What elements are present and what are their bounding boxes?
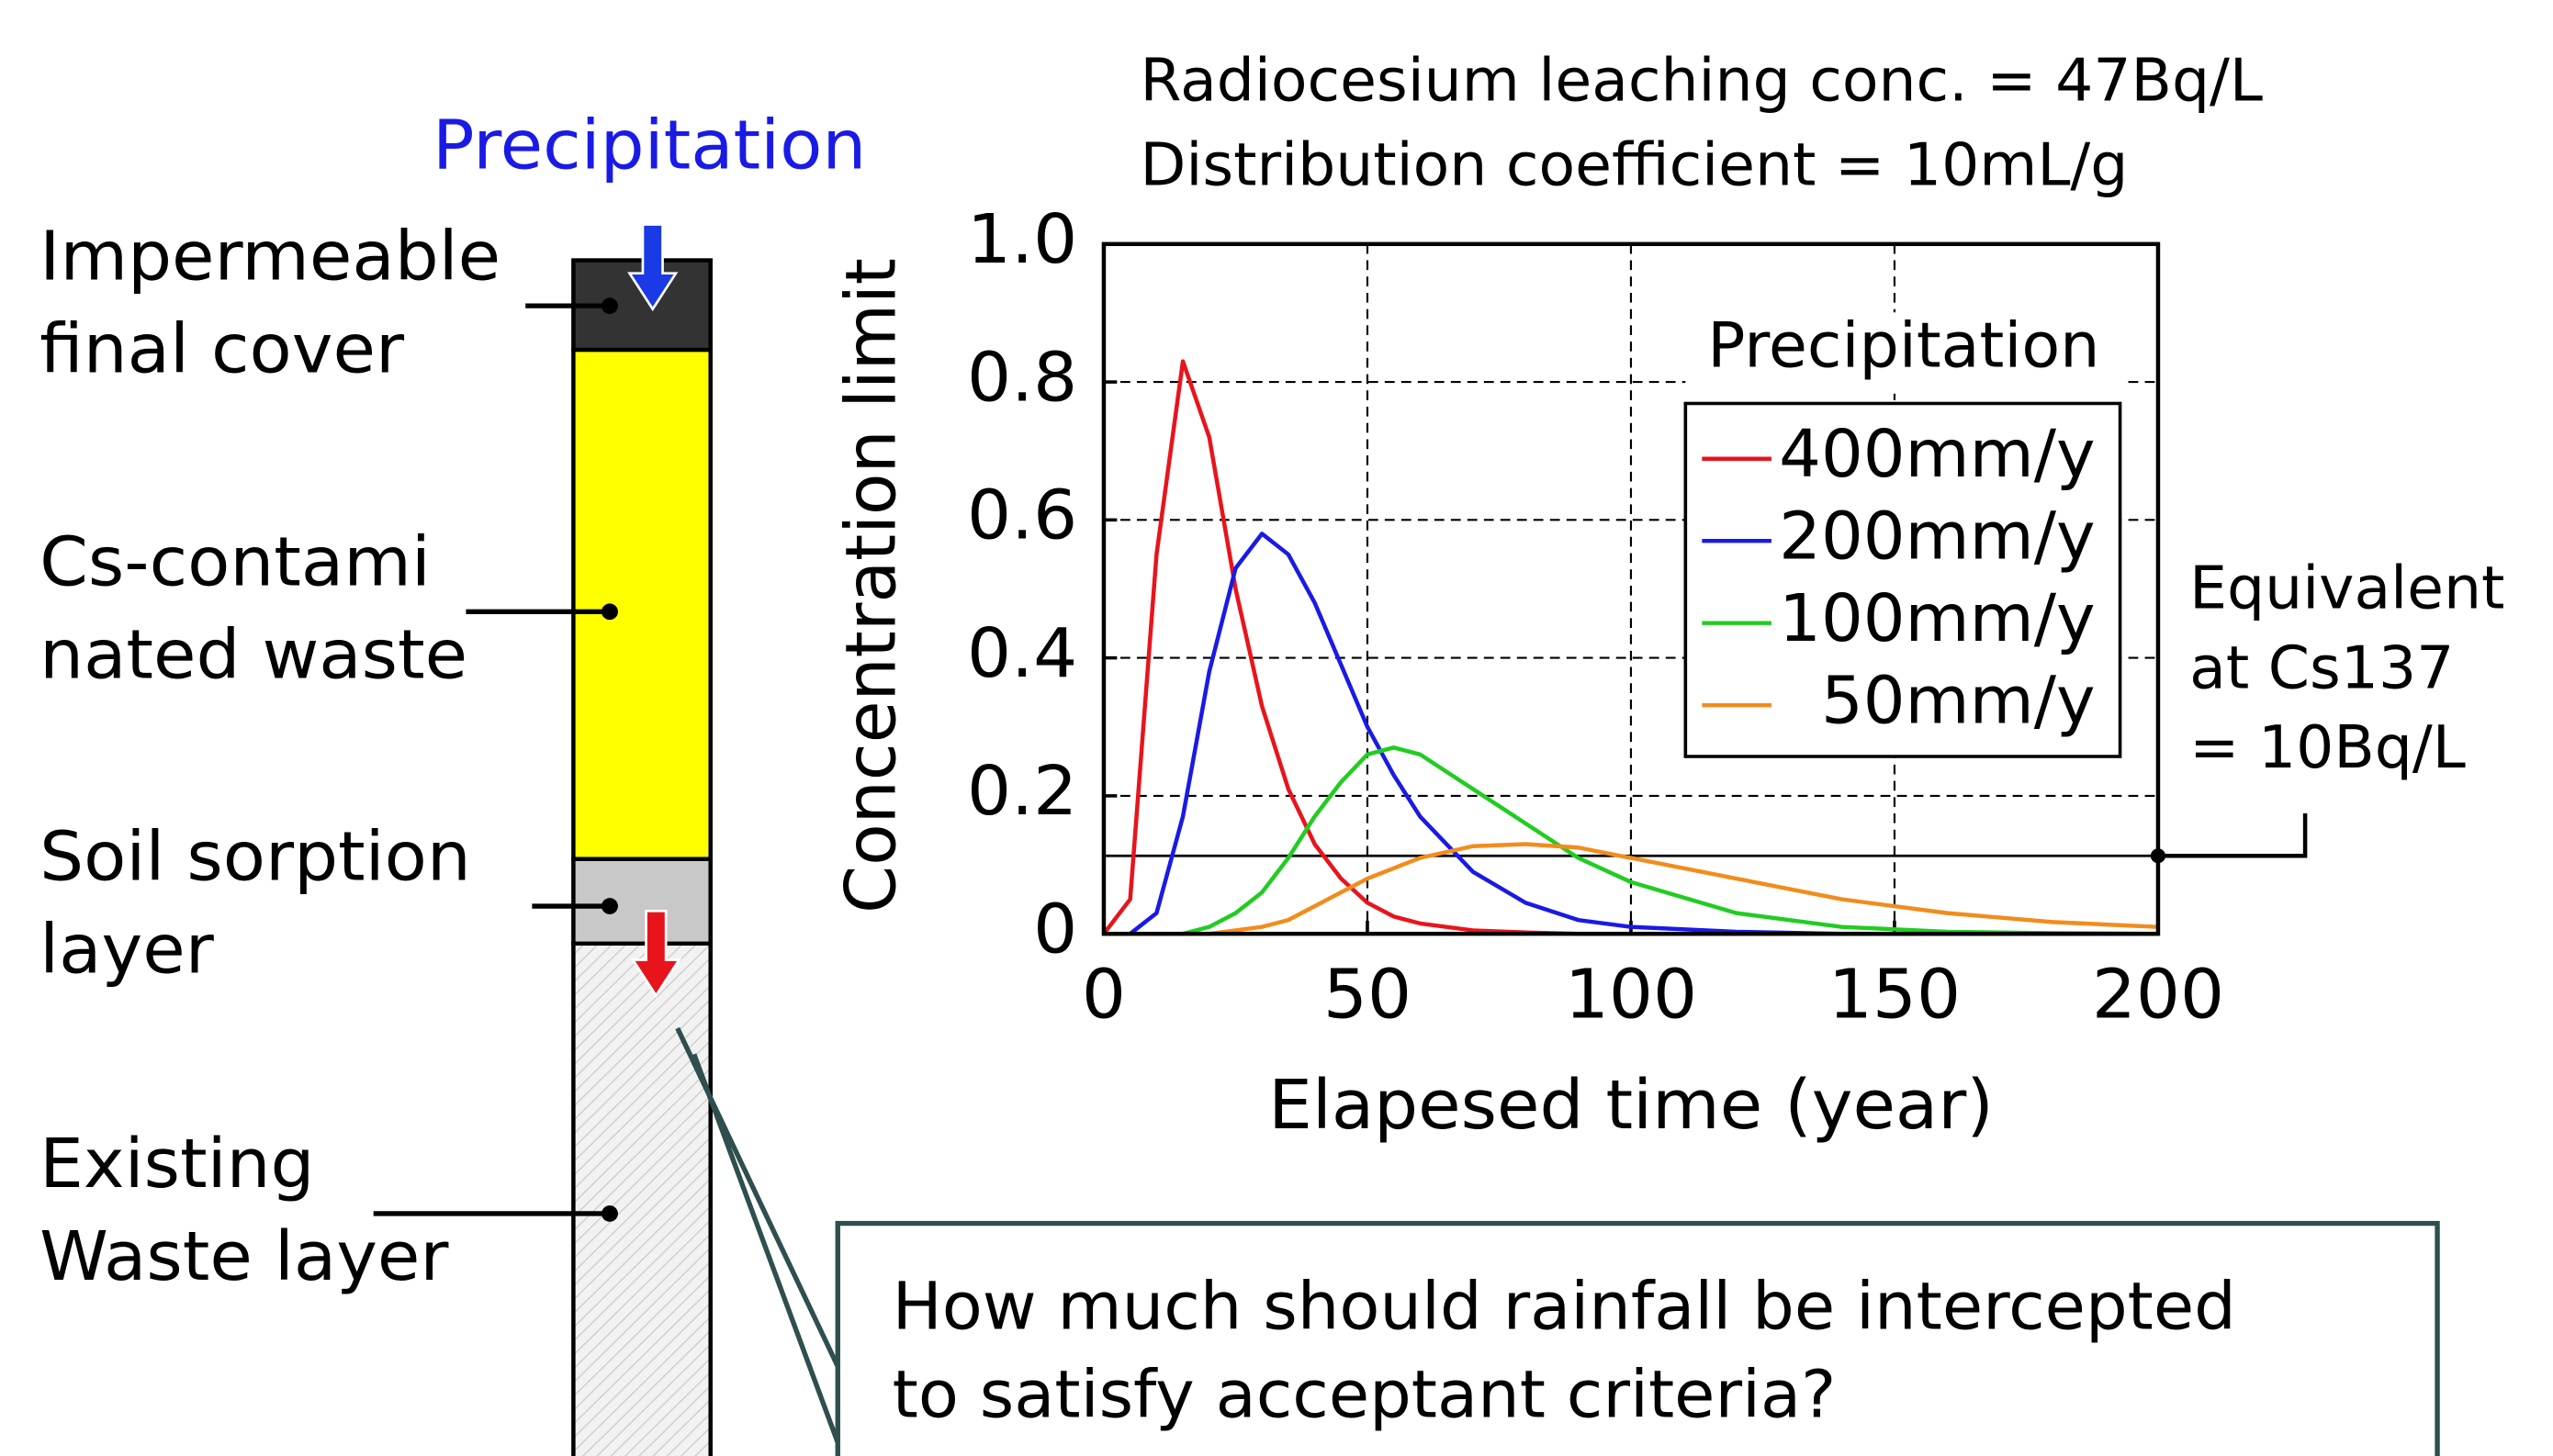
x-tick-label: 0 [1082, 954, 1126, 1034]
reference-label: at Cs137 [2189, 634, 2454, 702]
leader-dots [601, 297, 618, 1222]
legend-label: 200mm/y [1779, 498, 2095, 574]
plot-frame [1101, 241, 2161, 936]
y-tick-label: 1.0 [967, 199, 1077, 279]
legend-label: 400mm/y [1779, 417, 2095, 492]
y-tick-label: 0.8 [967, 337, 1077, 417]
series-line [1103, 745, 2158, 936]
leach-arrow [630, 910, 681, 998]
layer-label: Existing Waste layer [39, 1123, 448, 1295]
x-tick-label: 100 [1565, 954, 1697, 1034]
y-tick-label: 0.2 [967, 751, 1077, 831]
reference-label: = 10Bq/L [2189, 714, 2466, 782]
y-tick-label: 0.4 [967, 613, 1077, 693]
x-axis-label: Elapesed time (year) [1268, 1064, 1994, 1144]
rain-arrow [627, 223, 679, 312]
legend-title: Precipitation [1707, 310, 2099, 382]
waste-layer [571, 347, 713, 861]
legend-label: 100mm/y [1779, 581, 2095, 656]
chart-title: Radiocesium leaching conc. = 47Bq/L [1141, 47, 2264, 115]
legend-label: 50mm/y [1821, 663, 2096, 738]
legend-title-bg [1685, 312, 2124, 394]
x-tick-label: 50 [1323, 954, 1411, 1034]
reference-connector [2157, 813, 2308, 858]
callout-pointer [675, 1026, 846, 1456]
layer-label: Cs-contami nated waste [39, 521, 467, 694]
leaders [373, 303, 610, 1216]
chart-title: Distribution coefficient = 10mL/g [1141, 131, 2129, 199]
x-tick-label: 150 [1828, 954, 1961, 1034]
plot: 0 50 100 150 200 0 0.2 0.4 0.6 0.8 1.0 Equivalent at… [967, 199, 2504, 1035]
reference-label: Equivalent [2189, 554, 2504, 622]
soil-layer [571, 857, 713, 946]
existing-layer [571, 941, 713, 1456]
layer-label: Soil sorption layer [39, 815, 471, 988]
y-tick-label: 0 [1033, 889, 1077, 969]
question-text: How much should rainfall be intercepted [893, 1269, 2236, 1344]
x-tick-label: 200 [2092, 954, 2224, 1034]
callout-box [835, 1220, 2440, 1456]
precipitation-label: Precipitation [433, 105, 866, 185]
layer-labels: Impermeable final cover Cs-contami nated wa… [39, 215, 500, 1295]
question-text: to satisfy acceptant criteria? [893, 1357, 1837, 1432]
y-tick-label: 0.6 [967, 475, 1077, 554]
y-axis-label: Concentration limit [830, 258, 912, 913]
legend-box [1683, 401, 2122, 758]
layer-label: Impermeable final cover [39, 215, 500, 387]
